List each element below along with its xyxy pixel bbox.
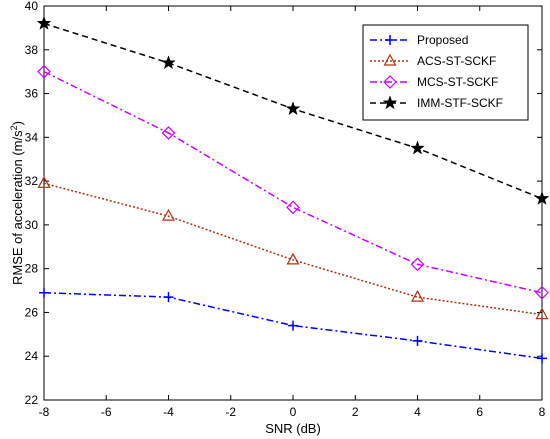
legend-marker: [385, 35, 395, 45]
legend-label: Proposed: [417, 33, 468, 47]
data-point-marker: [535, 307, 549, 320]
y-tick-label: 34: [25, 130, 39, 144]
legend-marker: [382, 95, 398, 110]
legend-marker: [383, 75, 397, 89]
y-tick-label: 36: [25, 87, 39, 101]
data-point-marker: [161, 208, 176, 221]
x-tick-label: 2: [352, 405, 359, 419]
data-point-marker: [537, 353, 547, 364]
data-point-marker: [285, 101, 301, 116]
legend: Proposed ACS-ST-SCKF MCS-ST-SCKF IMM-STF-SC…: [362, 24, 529, 121]
data-point-marker: [161, 55, 176, 70]
y-tick-label: 40: [25, 0, 39, 13]
data-point-marker: [288, 320, 298, 331]
y-tick-label: 24: [25, 349, 39, 363]
data-point-marker: [410, 289, 425, 302]
y-tick-label: 30: [25, 218, 39, 232]
data-point-marker: [163, 292, 174, 303]
y-axis-label-sup: 2: [9, 125, 19, 130]
legend-marker: [383, 53, 397, 66]
data-point-marker: [412, 335, 423, 346]
y-tick-label: 22: [25, 393, 39, 407]
y-tick-label: 38: [25, 43, 39, 57]
x-tick-label: 6: [476, 405, 483, 419]
data-point-marker: [37, 64, 51, 79]
x-tick-label: 8: [539, 405, 546, 419]
series-line: [43, 70, 543, 294]
data-point-marker: [39, 287, 49, 298]
data-point-marker: [286, 200, 300, 215]
legend-items: Proposed ACS-ST-SCKF MCS-ST-SCKF IMM-STF-SC…: [370, 33, 503, 110]
x-tick-label: 0: [290, 405, 297, 419]
data-point-marker: [286, 252, 300, 265]
y-tick-label: 32: [25, 174, 39, 188]
x-tick-label: -6: [101, 405, 112, 419]
series-markers: [36, 15, 550, 364]
data-point-marker: [36, 15, 52, 30]
data-point-marker: [161, 126, 176, 140]
x-tick-label: 4: [414, 405, 421, 419]
data-point-marker: [37, 176, 51, 188]
legend-label: ACS-ST-SCKF: [417, 54, 496, 68]
data-point-marker: [534, 190, 550, 205]
legend-label: IMM-STF-SCKF: [417, 96, 503, 110]
y-axis-label-end: ): [10, 121, 25, 125]
data-point-marker: [410, 140, 425, 155]
series-line: [43, 182, 543, 316]
y-axis-label-main: RMSE of acceleration (m/s: [10, 130, 25, 285]
legend-label: MCS-ST-SCKF: [417, 75, 498, 89]
y-tick-label: 26: [25, 305, 39, 319]
data-point-marker: [410, 257, 425, 272]
x-tick-label: -4: [163, 405, 174, 419]
y-axis-label: RMSE of acceleration (m/s2): [9, 121, 25, 285]
data-point-marker: [535, 285, 549, 300]
x-tick-label: -8: [39, 405, 50, 419]
x-axis-label: SNR (dB): [265, 421, 321, 436]
x-tick-label: -2: [225, 405, 236, 419]
y-tick-label: 28: [25, 262, 39, 276]
